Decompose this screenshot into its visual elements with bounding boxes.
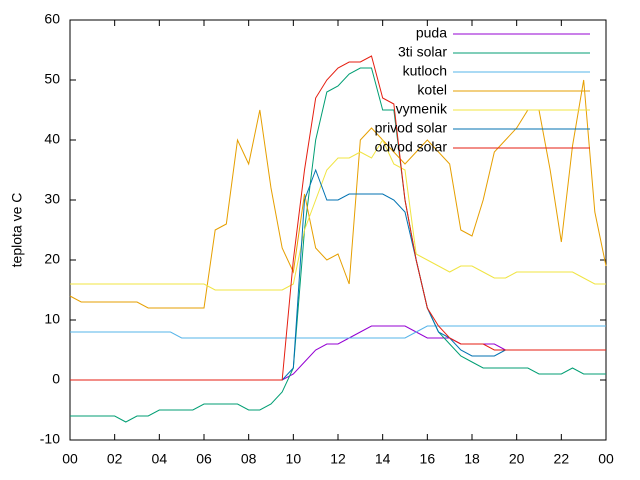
- series-line: [70, 168, 506, 381]
- x-tick-label: 18: [464, 451, 480, 467]
- y-tick-label: -10: [40, 431, 60, 447]
- series-line: [70, 67, 606, 423]
- x-tick-label: 14: [375, 451, 391, 467]
- legend-label: kotel: [417, 82, 447, 98]
- x-tick-label: 16: [420, 451, 436, 467]
- y-tick-label: 50: [44, 71, 60, 87]
- legend-label: privod solar: [375, 120, 448, 136]
- y-tick-label: 20: [44, 251, 60, 267]
- y-tick-label: 30: [44, 191, 60, 207]
- x-tick-label: 00: [598, 451, 614, 467]
- y-tick-label: 10: [44, 311, 60, 327]
- legend-label: odvod solar: [375, 139, 448, 155]
- x-tick-label: 08: [241, 451, 257, 467]
- x-tick-label: 02: [107, 451, 123, 467]
- series-line: [70, 55, 606, 381]
- y-tick-label: 40: [44, 131, 60, 147]
- x-tick-label: 00: [62, 451, 78, 467]
- y-tick-label: 0: [52, 371, 60, 387]
- legend-label: 3ti solar: [398, 44, 447, 60]
- y-tick-label: 60: [44, 11, 60, 27]
- series-line: [69, 79, 607, 309]
- plot-border: [69, 19, 607, 441]
- series-line: [70, 325, 606, 339]
- y-axis-label: teplota ve C: [9, 193, 25, 268]
- x-tick-label: 04: [152, 451, 168, 467]
- legend-label: puda: [416, 25, 447, 41]
- series-line: [70, 138, 606, 291]
- x-tick-label: 22: [554, 451, 570, 467]
- x-tick-label: 12: [330, 451, 346, 467]
- legend-label: kutloch: [403, 63, 447, 79]
- x-tick-label: 20: [509, 451, 525, 467]
- x-tick-label: 10: [286, 451, 302, 467]
- x-tick-label: 06: [196, 451, 212, 467]
- legend-label: vymenik: [396, 101, 448, 117]
